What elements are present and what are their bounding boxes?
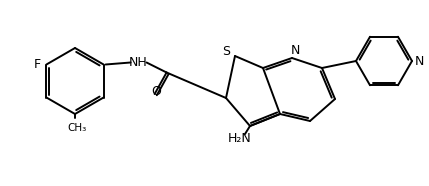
- Text: CH₃: CH₃: [67, 123, 87, 133]
- Text: N: N: [414, 54, 424, 68]
- Text: F: F: [34, 58, 41, 71]
- Text: S: S: [222, 44, 230, 57]
- Text: O: O: [151, 85, 161, 98]
- Text: H₂N: H₂N: [228, 132, 252, 145]
- Text: N: N: [290, 44, 300, 57]
- Text: NH: NH: [129, 56, 148, 69]
